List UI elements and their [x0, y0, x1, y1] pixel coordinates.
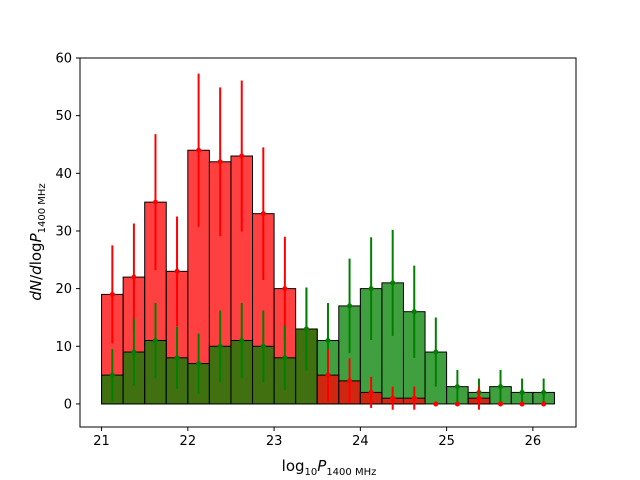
- data-point: [454, 384, 460, 390]
- data-point: [390, 395, 396, 401]
- y-axis-label: dN/dlogP1400 MHz: [27, 183, 48, 300]
- data-point: [411, 309, 417, 315]
- data-point: [433, 349, 439, 355]
- data-point: [368, 286, 374, 292]
- y-tick-label: 10: [55, 340, 72, 355]
- data-point: [519, 401, 525, 407]
- data-point: [174, 268, 180, 274]
- data-point: [476, 395, 482, 401]
- data-point: [131, 349, 137, 355]
- data-point: [152, 199, 158, 205]
- data-point: [519, 389, 525, 395]
- data-point: [109, 372, 115, 378]
- data-point: [196, 147, 202, 153]
- y-tick-label: 40: [55, 167, 72, 182]
- data-point: [109, 291, 115, 297]
- data-point: [325, 338, 331, 344]
- y-tick-label: 0: [64, 397, 72, 412]
- y-tick-label: 30: [55, 224, 72, 239]
- data-point: [260, 211, 266, 217]
- data-point: [368, 389, 374, 395]
- data-point: [498, 401, 504, 407]
- x-tick-label: 24: [352, 434, 369, 449]
- x-tick-label: 21: [93, 434, 110, 449]
- data-point: [239, 153, 245, 159]
- data-point: [325, 372, 331, 378]
- data-point: [282, 286, 288, 292]
- data-point: [454, 401, 460, 407]
- data-point: [152, 338, 158, 344]
- data-point: [347, 303, 353, 309]
- data-point: [347, 378, 353, 384]
- x-tick-label: 23: [266, 434, 283, 449]
- data-point: [260, 343, 266, 349]
- data-point: [541, 401, 547, 407]
- error-bars: [109, 73, 547, 410]
- y-tick-label: 20: [55, 282, 72, 297]
- y-tick-label: 50: [55, 109, 72, 124]
- data-point: [433, 401, 439, 407]
- data-point: [282, 355, 288, 361]
- data-point: [498, 384, 504, 390]
- data-point: [390, 280, 396, 286]
- data-point: [541, 389, 547, 395]
- x-tick-label: 22: [180, 434, 197, 449]
- data-point: [131, 274, 137, 280]
- y-tick-label: 60: [55, 52, 72, 67]
- data-point: [411, 395, 417, 401]
- data-point: [196, 361, 202, 367]
- data-point: [239, 338, 245, 344]
- data-point: [303, 326, 309, 332]
- x-axis-ticks: 21 22 23 24 25 26: [93, 427, 541, 449]
- y-axis-ticks: 0 10 20 30 40 50 60: [55, 52, 80, 412]
- data-point: [174, 355, 180, 361]
- plot-frame: [79, 57, 577, 428]
- data-point: [217, 159, 223, 165]
- x-tick-label: 26: [525, 434, 542, 449]
- x-axis-label: log10P1400 MHz: [282, 457, 377, 478]
- x-tick-label: 25: [438, 434, 455, 449]
- data-point: [217, 343, 223, 349]
